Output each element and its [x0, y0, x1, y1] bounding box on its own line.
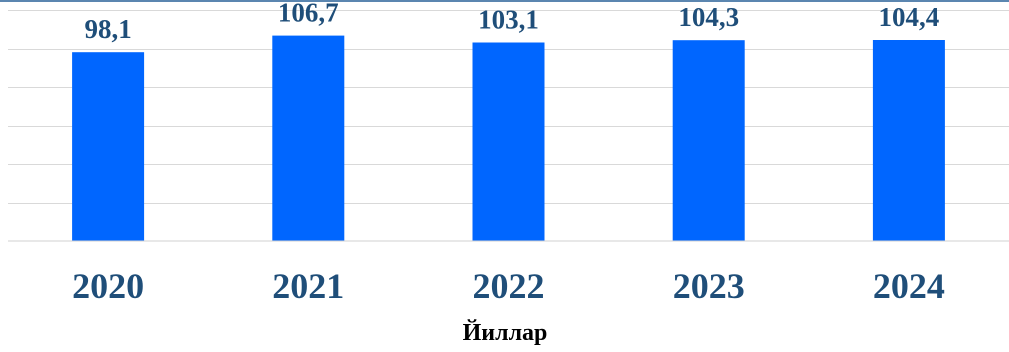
x-tick-label-2023: 2023	[673, 266, 745, 306]
data-label-2022: 103,1	[478, 5, 539, 35]
data-label-2020: 98,1	[84, 14, 131, 44]
x-tick-label-2020: 2020	[72, 266, 144, 306]
x-tick-label-2024: 2024	[873, 266, 945, 306]
data-label-2024: 104,4	[879, 2, 940, 32]
bar-series	[72, 35, 945, 242]
bar-2021	[272, 35, 345, 241]
x-tick-label-2022: 2022	[473, 266, 545, 306]
x-tick-label-2021: 2021	[272, 266, 344, 306]
data-label-2021: 106,7	[278, 0, 339, 28]
bar-2022	[472, 42, 545, 241]
bar-2020	[72, 52, 145, 242]
data-labels: 98,1 106,7 103,1 104,3 104,4	[84, 0, 939, 44]
data-label-2023: 104,3	[678, 2, 739, 32]
bar-2023	[672, 40, 745, 242]
x-tick-labels: 2020 2021 2022 2023 2024	[72, 266, 945, 306]
x-axis-title: Йиллар	[463, 320, 548, 346]
bar-2024	[872, 40, 945, 241]
